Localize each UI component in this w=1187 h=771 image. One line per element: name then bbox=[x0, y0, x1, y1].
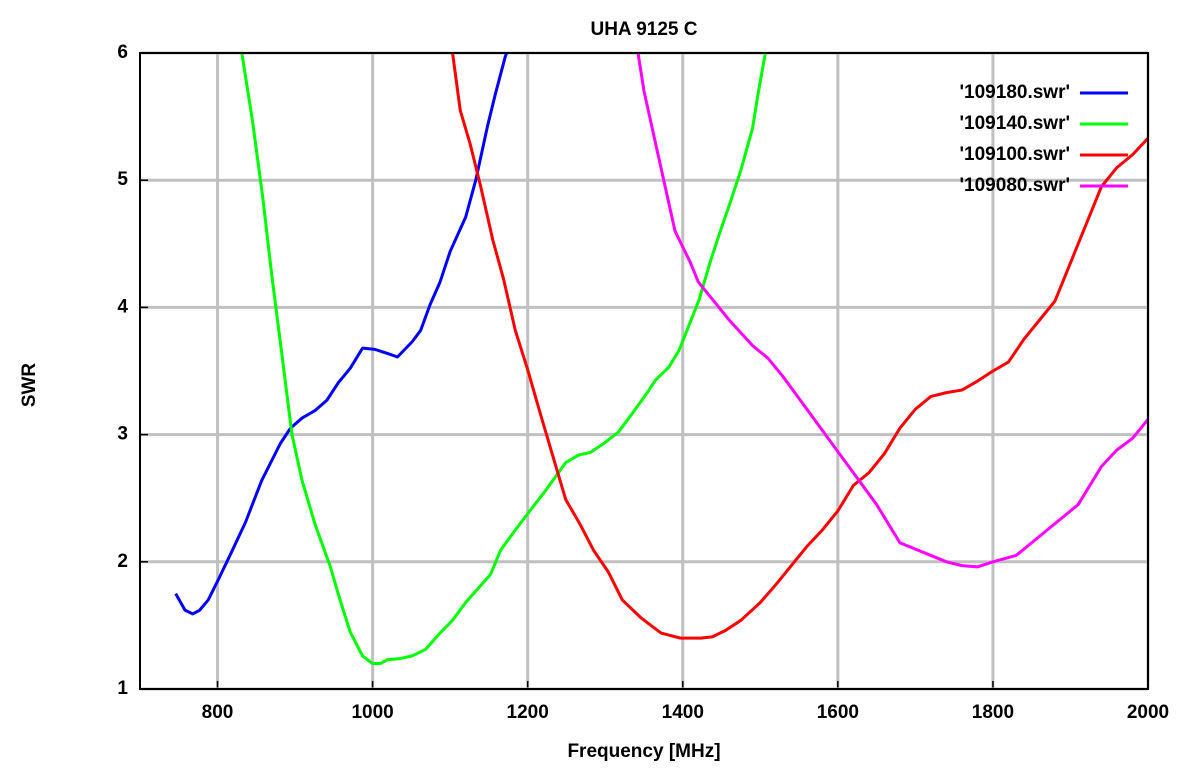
series-line bbox=[240, 53, 767, 666]
y-axis-label: SWR bbox=[19, 363, 40, 408]
plot-frame bbox=[139, 52, 1149, 690]
x-tick-label: 1200 bbox=[507, 702, 549, 723]
x-axis-label: Frequency [MHz] bbox=[567, 741, 720, 762]
x-tick-label: 2000 bbox=[1127, 702, 1169, 723]
x-tick-label: 1600 bbox=[817, 702, 859, 723]
x-tick-label: 800 bbox=[202, 702, 234, 723]
y-tick-label: 1 bbox=[117, 678, 128, 699]
series-line bbox=[636, 53, 1148, 569]
legend-label: '109140.swr' bbox=[960, 113, 1070, 134]
legend-label: '109100.swr' bbox=[960, 144, 1070, 165]
series-line bbox=[174, 53, 509, 616]
x-tick-label: 1400 bbox=[662, 702, 704, 723]
legend-label: '109180.swr' bbox=[960, 82, 1070, 103]
y-tick-label: 6 bbox=[117, 42, 128, 63]
y-tick-label: 4 bbox=[117, 296, 128, 317]
x-tick-label: 1000 bbox=[351, 702, 393, 723]
y-tick-label: 3 bbox=[117, 424, 128, 445]
chart-title: UHA 9125 C bbox=[590, 19, 697, 40]
legend-label: '109080.swr' bbox=[960, 175, 1070, 196]
plot-area bbox=[174, 53, 1148, 666]
series-line bbox=[451, 53, 1148, 640]
y-tick-label: 2 bbox=[117, 551, 128, 572]
legend: '109180.swr' '109140.swr' '109100.swr' '109… bbox=[960, 82, 1128, 196]
x-tick-label: 1800 bbox=[972, 702, 1014, 723]
y-tick-label: 5 bbox=[117, 169, 128, 190]
